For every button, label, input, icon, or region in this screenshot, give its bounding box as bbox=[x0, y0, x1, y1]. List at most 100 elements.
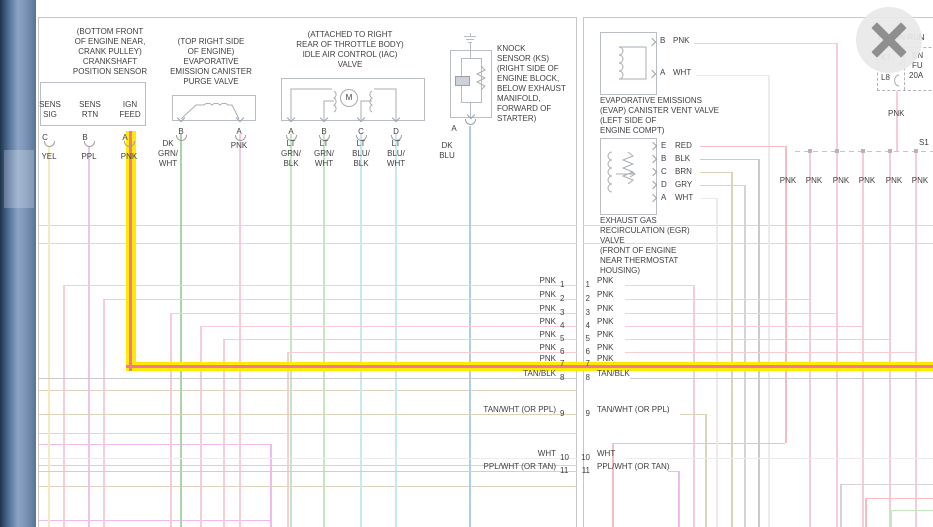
wire-row-label: TAN/BLK bbox=[523, 369, 556, 378]
wire-row-label: TAN/WHT (OR PPL) bbox=[483, 405, 556, 414]
wire-row-line bbox=[287, 352, 577, 353]
wire-pnk bbox=[896, 91, 898, 151]
wire-red bbox=[785, 146, 787, 443]
wire-gry bbox=[744, 185, 746, 527]
egr-terminal: A bbox=[661, 193, 667, 202]
wire-row-label: PNK bbox=[539, 354, 556, 363]
wire-row-line bbox=[170, 313, 172, 527]
splice-dot bbox=[835, 149, 839, 153]
wire-row-number: 3 bbox=[585, 308, 590, 317]
wire-row-line bbox=[63, 285, 65, 527]
wire-wht bbox=[768, 75, 770, 527]
ckp-pin-name: SENS bbox=[39, 100, 61, 109]
purge-title-line: EMISSION CANISTER bbox=[170, 67, 252, 76]
iac-wire-color: LT bbox=[286, 139, 296, 148]
knock-title-line: ENGINE BLOCK, bbox=[497, 74, 560, 83]
wire-wht bbox=[39, 458, 577, 459]
knock-wire-color: BLU bbox=[439, 151, 455, 160]
egr-internal-symbol bbox=[607, 151, 636, 193]
ckp-location-line: CRANK PULLEY) bbox=[78, 47, 142, 56]
iac-wire-color: LT bbox=[356, 139, 366, 148]
iac-wire-color: WHT bbox=[386, 159, 406, 168]
vent-title-line: (LEFT SIDE OF bbox=[600, 116, 657, 125]
ckp-title-line: POSITION SENSOR bbox=[72, 67, 148, 76]
wire-row-line bbox=[625, 326, 863, 327]
wire-line bbox=[39, 433, 577, 434]
iac-internal-wiring bbox=[290, 88, 397, 120]
purge-wire-color: WHT bbox=[158, 159, 178, 168]
window-edge-strip bbox=[0, 0, 37, 527]
wire-row-line bbox=[625, 352, 916, 353]
wire-line bbox=[39, 225, 577, 226]
ckp-wire-color: PPL bbox=[81, 152, 97, 161]
vent-coil-symbol bbox=[618, 46, 647, 80]
wire-row-label: WHT bbox=[597, 449, 616, 458]
splice-dot bbox=[808, 149, 812, 153]
wire-tan-wht bbox=[39, 414, 577, 415]
vent-valve-body bbox=[600, 32, 657, 95]
wire-ppl-wht bbox=[678, 471, 680, 527]
wire-pnk bbox=[809, 153, 811, 527]
wire-row-line bbox=[223, 339, 225, 527]
wire-gry bbox=[700, 185, 744, 186]
purge-body bbox=[172, 95, 256, 121]
vent-wire-color: WHT bbox=[673, 68, 692, 77]
wire-pnk bbox=[889, 153, 891, 527]
ckp-terminal: C bbox=[42, 133, 48, 142]
wire-ppl-wht bbox=[39, 471, 577, 472]
wire-row-line bbox=[625, 313, 837, 314]
wire-pnk bbox=[239, 134, 241, 527]
wire-pnk bbox=[915, 153, 917, 527]
knock-internal-line bbox=[461, 102, 482, 103]
wire-row-line bbox=[625, 299, 810, 300]
purge-location-line: OF ENGINE) bbox=[187, 47, 235, 56]
wire-line bbox=[39, 444, 270, 445]
egr-wire-color: BRN bbox=[675, 167, 692, 176]
iac-wire-color: BLK bbox=[283, 159, 299, 168]
fuse-name-line: FU bbox=[912, 61, 923, 70]
egr-title-line: RECIRCULATION (EGR) bbox=[600, 226, 690, 235]
wire-line bbox=[865, 498, 867, 527]
purge-coil-symbol bbox=[180, 102, 240, 120]
wire-row-line bbox=[625, 339, 890, 340]
wire-line bbox=[890, 510, 933, 511]
wire-blk bbox=[700, 159, 758, 160]
wire-row-number: 2 bbox=[560, 294, 565, 303]
vent-wire-color: PNK bbox=[673, 36, 690, 45]
wire-row-label: PNK bbox=[597, 343, 614, 352]
wire-row-line bbox=[693, 285, 695, 527]
wire-pnk bbox=[862, 153, 864, 527]
splice-dot bbox=[914, 149, 918, 153]
splice-label: S1 bbox=[919, 138, 929, 147]
purge-wire-color: GRN/ bbox=[158, 149, 178, 158]
purge-terminal: B bbox=[178, 127, 184, 136]
wire-line bbox=[270, 444, 272, 527]
wire-row-label: PNK bbox=[539, 317, 556, 326]
wire-lt-grn-blk bbox=[290, 134, 292, 527]
ckp-pin-name: SENS bbox=[79, 100, 101, 109]
close-button[interactable] bbox=[856, 7, 922, 73]
wire-wht bbox=[625, 458, 933, 459]
iac-terminal: B bbox=[321, 127, 327, 136]
wire-row-number: 3 bbox=[560, 308, 565, 317]
wire-line bbox=[840, 484, 933, 485]
knock-internal-line bbox=[470, 51, 471, 59]
knock-terminal: A bbox=[451, 124, 457, 133]
wire-row-number: 2 bbox=[585, 294, 590, 303]
ckp-pin-name: SIG bbox=[43, 110, 57, 119]
wire-tan-blk bbox=[630, 378, 933, 379]
wire-row-label: PNK bbox=[597, 304, 614, 313]
iac-wire-color: WHT bbox=[314, 159, 334, 168]
wire-red bbox=[612, 443, 614, 527]
wire-row-number: 11 bbox=[560, 466, 569, 475]
wire-pnk bbox=[836, 153, 838, 527]
window-edge-highlight bbox=[4, 150, 34, 208]
wire-row-line bbox=[625, 285, 693, 286]
wire-ppl-wht bbox=[668, 471, 678, 472]
wire-row-number: 5 bbox=[585, 334, 590, 343]
vent-title-line: EVAPORATIVE EMISSIONS bbox=[600, 96, 702, 105]
ground-bar bbox=[464, 36, 476, 37]
purge-location-line: (TOP RIGHT SIDE bbox=[177, 37, 245, 46]
highlighted-wire-core-horizontal bbox=[126, 365, 933, 368]
